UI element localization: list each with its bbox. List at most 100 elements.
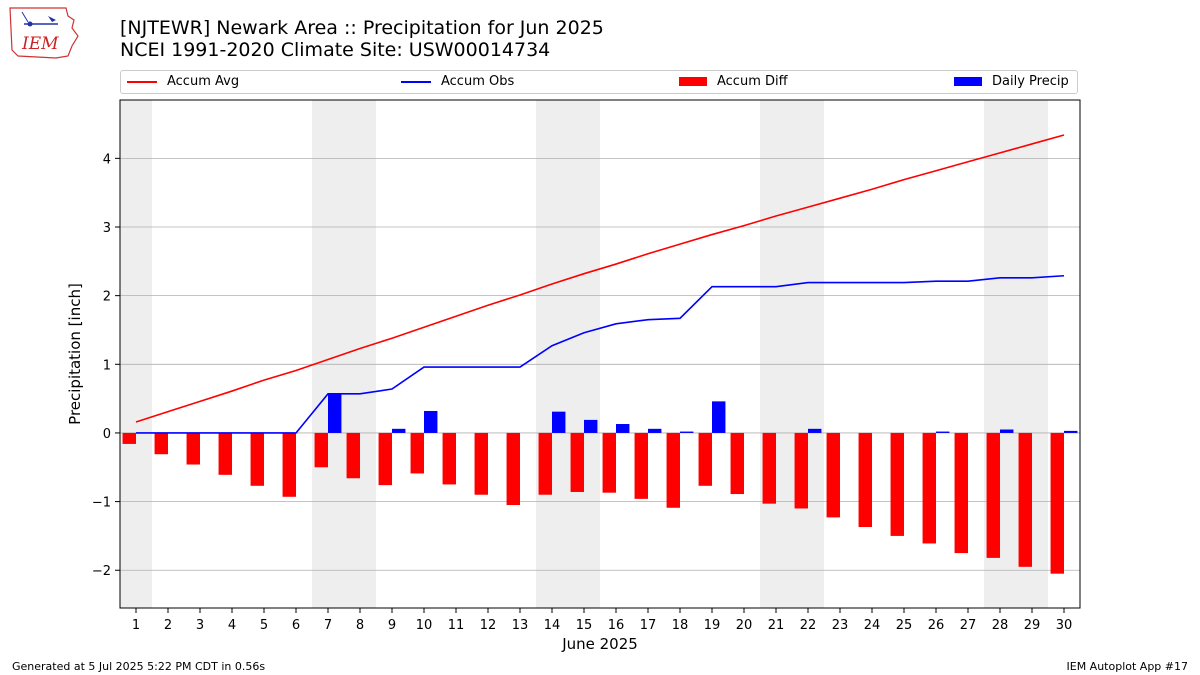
x-tick-label: 19 [704, 618, 721, 633]
accum-avg-line [135, 134, 1065, 423]
accum-diff-bar [442, 432, 456, 485]
accum-diff-bar [250, 432, 264, 486]
x-tick-label: 20 [736, 618, 753, 633]
x-tick-label: 29 [1024, 618, 1041, 633]
x-tick-label: 25 [896, 618, 913, 633]
x-tick-label: 27 [960, 618, 977, 633]
accum-diff-bar [1018, 432, 1032, 567]
accum-diff-bar [922, 432, 936, 544]
daily-precip-bar [712, 401, 726, 433]
daily-precip-bar [808, 428, 822, 433]
accum-diff-bar [826, 432, 840, 518]
x-tick-label: 21 [768, 618, 785, 633]
daily-precip-bar [1064, 430, 1078, 433]
x-tick-label: 3 [196, 618, 204, 633]
generated-timestamp: Generated at 5 Jul 2025 5:22 PM CDT in 0… [12, 660, 266, 673]
x-tick-label: 7 [324, 618, 332, 633]
y-gridlines [120, 157, 1080, 571]
accum-diff-bar [282, 432, 296, 497]
x-tick-label: 28 [992, 618, 1009, 633]
weekend-band [120, 100, 152, 608]
daily-precip-bar [936, 431, 950, 433]
accum-diff-bar [602, 432, 616, 493]
accum-diff-bar [314, 432, 328, 468]
x-tick-label: 18 [672, 618, 689, 633]
chart-title: [NJTEWR] Newark Area :: Precipitation fo… [120, 17, 604, 39]
y-axis-ticks: −2 −1 0 1 2 3 4 [92, 152, 120, 579]
x-tick-label: 4 [228, 618, 236, 633]
legend-item-accum-obs: Accum Obs [401, 74, 514, 89]
x-tick-label: 17 [640, 618, 657, 633]
x-tick-label: 2 [164, 618, 172, 633]
legend-label-accum-obs: Accum Obs [441, 74, 515, 89]
legend-swatch-accum-obs [401, 80, 431, 83]
daily-precip-bar [680, 431, 694, 433]
accum-diff-bar [762, 432, 776, 504]
accum-diff-bar [570, 432, 584, 492]
app-id: IEM Autoplot App #17 [1066, 660, 1189, 673]
daily-precip-bar [1000, 429, 1014, 433]
chart-legend: Accum Avg Accum Obs Accum Diff Daily Pre… [120, 70, 1078, 94]
chart-subtitle: NCEI 1991-2020 Climate Site: USW00014734 [120, 39, 551, 61]
legend-swatch-accum-diff [679, 77, 707, 86]
logo-text: IEM [21, 34, 59, 54]
x-tick-label: 23 [832, 618, 849, 633]
y-tick-label: 2 [103, 290, 111, 305]
daily-precip-bar [584, 419, 598, 433]
x-tick-label: 22 [800, 618, 817, 633]
y-tick-label: 3 [103, 221, 111, 236]
accum-diff-bar [794, 432, 808, 509]
plot-frame [119, 99, 1081, 609]
legend-item-accum-diff: Accum Diff [679, 74, 788, 89]
accum-diff-bar [858, 432, 872, 527]
x-tick-label: 11 [448, 618, 465, 633]
legend-label-accum-avg: Accum Avg [167, 74, 240, 89]
accum-diff-bar [634, 432, 648, 499]
x-tick-label: 6 [292, 618, 300, 633]
x-tick-label: 24 [864, 618, 881, 633]
legend-label-daily-precip: Daily Precip [992, 74, 1069, 89]
y-tick-label: −2 [92, 564, 111, 579]
accum-diff-bar [954, 432, 968, 554]
x-tick-label: 30 [1056, 618, 1073, 633]
y-axis-label: Precipitation [inch] [66, 283, 84, 425]
accum-diff-bar [410, 432, 424, 474]
x-tick-label: 26 [928, 618, 945, 633]
accum-diff-bar [154, 432, 168, 455]
daily-precip-bar [392, 428, 406, 433]
weekend-shading [120, 100, 1048, 608]
legend-item-daily-precip: Daily Precip [954, 74, 1069, 89]
daily-precip-bars [328, 393, 1078, 433]
weekend-band [536, 100, 600, 608]
daily-precip-bar [616, 424, 630, 433]
daily-precip-bar [328, 393, 342, 433]
legend-swatch-daily-precip [954, 77, 982, 86]
accum-diff-bar [186, 432, 200, 465]
accum-diff-bar [1050, 432, 1064, 574]
y-tick-label: 4 [103, 152, 111, 167]
accum-diff-bar [122, 432, 136, 444]
daily-precip-bar [424, 410, 438, 433]
accum-diff-bar [666, 432, 680, 508]
daily-precip-bar [552, 411, 566, 433]
accum-diff-bar [346, 432, 360, 479]
accum-diff-bar [698, 432, 712, 486]
y-tick-label: 0 [103, 427, 111, 442]
accum-diff-bars [122, 432, 1064, 574]
accum-diff-bar [890, 432, 904, 536]
legend-swatch-accum-avg [127, 80, 157, 83]
y-tick-label: 1 [103, 358, 111, 373]
accum-diff-bar [378, 432, 392, 486]
accum-diff-bar [218, 432, 232, 475]
accum-obs-line [136, 274, 1065, 434]
accum-diff-bar [538, 432, 552, 495]
x-tick-label: 12 [480, 618, 497, 633]
x-tick-label: 9 [388, 618, 396, 633]
x-tick-label: 5 [260, 618, 268, 633]
x-tick-label: 16 [608, 618, 625, 633]
accum-diff-bar [474, 432, 488, 495]
x-tick-label: 10 [416, 618, 433, 633]
weekend-band [760, 100, 824, 608]
x-tick-label: 1 [132, 618, 140, 633]
legend-item-accum-avg: Accum Avg [127, 74, 239, 89]
